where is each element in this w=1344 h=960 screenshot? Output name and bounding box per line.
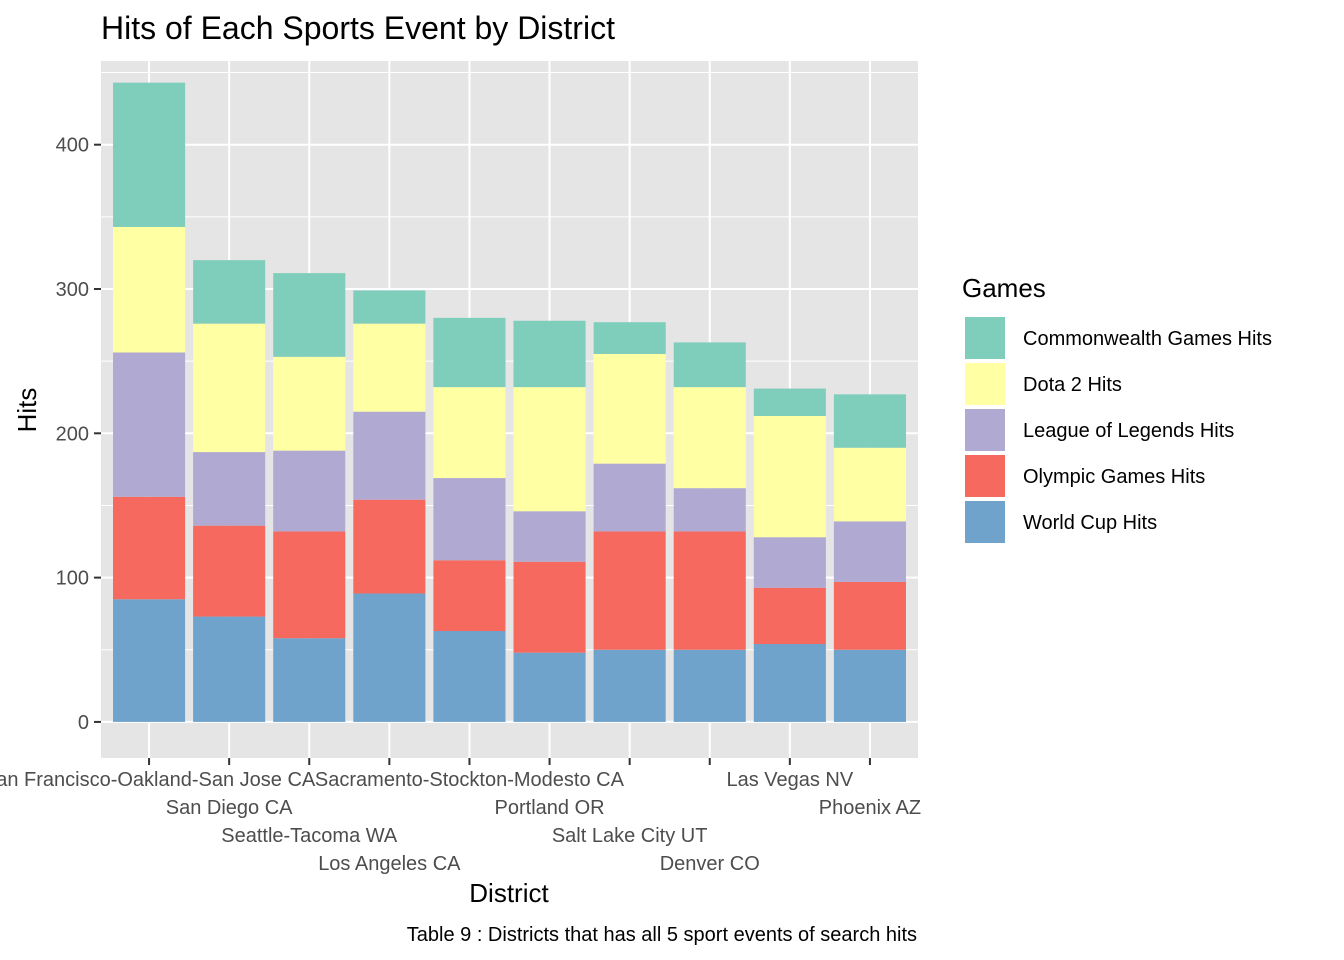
bar-segment (833, 649, 906, 722)
bar-segment (353, 499, 426, 594)
bar-segment (833, 581, 906, 650)
bar-segment (433, 560, 506, 632)
bar-segment (593, 463, 666, 532)
bar-segment (273, 638, 346, 722)
legend-swatch (963, 407, 1007, 453)
bar-segment (113, 82, 186, 227)
y-tick-label: 100 (56, 568, 89, 590)
x-tick-label: Los Angeles CA (318, 853, 461, 875)
bar-segment (513, 652, 586, 722)
y-axis-title: Hits (12, 388, 42, 433)
legend-label: League of Legends Hits (1023, 420, 1234, 442)
legend-label: Commonwealth Games Hits (1023, 328, 1272, 350)
bar-segment (833, 394, 906, 448)
y-tick-label: 200 (56, 423, 89, 445)
x-tick-label: San Francisco-Oakland-San Jose CA (0, 769, 316, 791)
bar-segment (833, 447, 906, 522)
x-axis-title: District (469, 878, 549, 908)
bar-segment (673, 649, 746, 722)
x-tick-label: San Diego CA (166, 797, 293, 819)
legend-title: Games (962, 273, 1046, 303)
bar-segment (193, 525, 266, 617)
bar-segment (353, 323, 426, 412)
x-tick-label: Sacramento-Stockton-Modesto CA (315, 769, 625, 791)
bar-segment (593, 322, 666, 354)
bar-segment (433, 387, 506, 479)
bar-segment (513, 387, 586, 512)
legend-label: Dota 2 Hits (1023, 374, 1122, 396)
x-tick-label: Las Vegas NV (726, 769, 853, 791)
chart-title: Hits of Each Sports Event by District (101, 10, 615, 46)
bar-segment (433, 631, 506, 722)
bar-segment (273, 356, 346, 451)
bar-segment (113, 226, 186, 353)
bar-stacks (113, 82, 906, 722)
bar-segment (113, 599, 186, 722)
x-tick-label: Phoenix AZ (819, 797, 921, 819)
bar-segment (193, 323, 266, 453)
bar-segment (113, 352, 186, 497)
x-axis: San Francisco-Oakland-San Jose CA San Die… (0, 758, 921, 875)
bar-segment (513, 320, 586, 388)
bar-segment (433, 478, 506, 561)
x-tick-label: Seattle-Tacoma WA (221, 825, 398, 847)
bar-segment (673, 387, 746, 489)
bar-segment (113, 496, 186, 600)
legend-swatch (963, 361, 1007, 407)
legend-swatch (963, 499, 1007, 545)
bar-segment (513, 561, 586, 653)
bar-segment (753, 415, 826, 538)
bar-segment (753, 587, 826, 644)
bar-segment (353, 593, 426, 722)
x-tick-label: Denver CO (660, 853, 760, 875)
legend-swatch (963, 453, 1007, 499)
legend-label: World Cup Hits (1023, 512, 1157, 534)
bar-segment (513, 511, 586, 562)
bar-segment (193, 616, 266, 722)
y-tick-label: 400 (56, 135, 89, 157)
bar-segment (593, 353, 666, 464)
bar-segment (673, 342, 746, 388)
bar-segment (433, 317, 506, 388)
bar-segment (673, 531, 746, 650)
bar-segment (753, 643, 826, 722)
y-axis: 0 100 200 300 400 (56, 135, 101, 734)
bar-segment (273, 450, 346, 532)
bar-segment (753, 388, 826, 416)
bar-segment (353, 411, 426, 500)
y-tick-label: 0 (78, 712, 89, 734)
x-tick-label: Portland OR (495, 797, 605, 819)
bar-segment (753, 537, 826, 588)
bar-segment (593, 649, 666, 722)
legend-label: Olympic Games Hits (1023, 466, 1205, 488)
bar-segment (273, 273, 346, 357)
chart-caption: Table 9 : Districts that has all 5 sport… (407, 924, 917, 946)
x-tick-label: Salt Lake City UT (552, 825, 708, 847)
bar-segment (593, 531, 666, 650)
bar-segment (833, 521, 906, 582)
bar-segment (273, 531, 346, 639)
y-tick-label: 300 (56, 279, 89, 301)
bar-segment (193, 260, 266, 324)
bar-segment (353, 290, 426, 324)
legend: Games Commonwealth Games Hits Dota 2 Hits… (962, 273, 1272, 545)
legend-swatch (963, 315, 1007, 361)
bar-segment (673, 488, 746, 532)
bar-segment (193, 452, 266, 526)
